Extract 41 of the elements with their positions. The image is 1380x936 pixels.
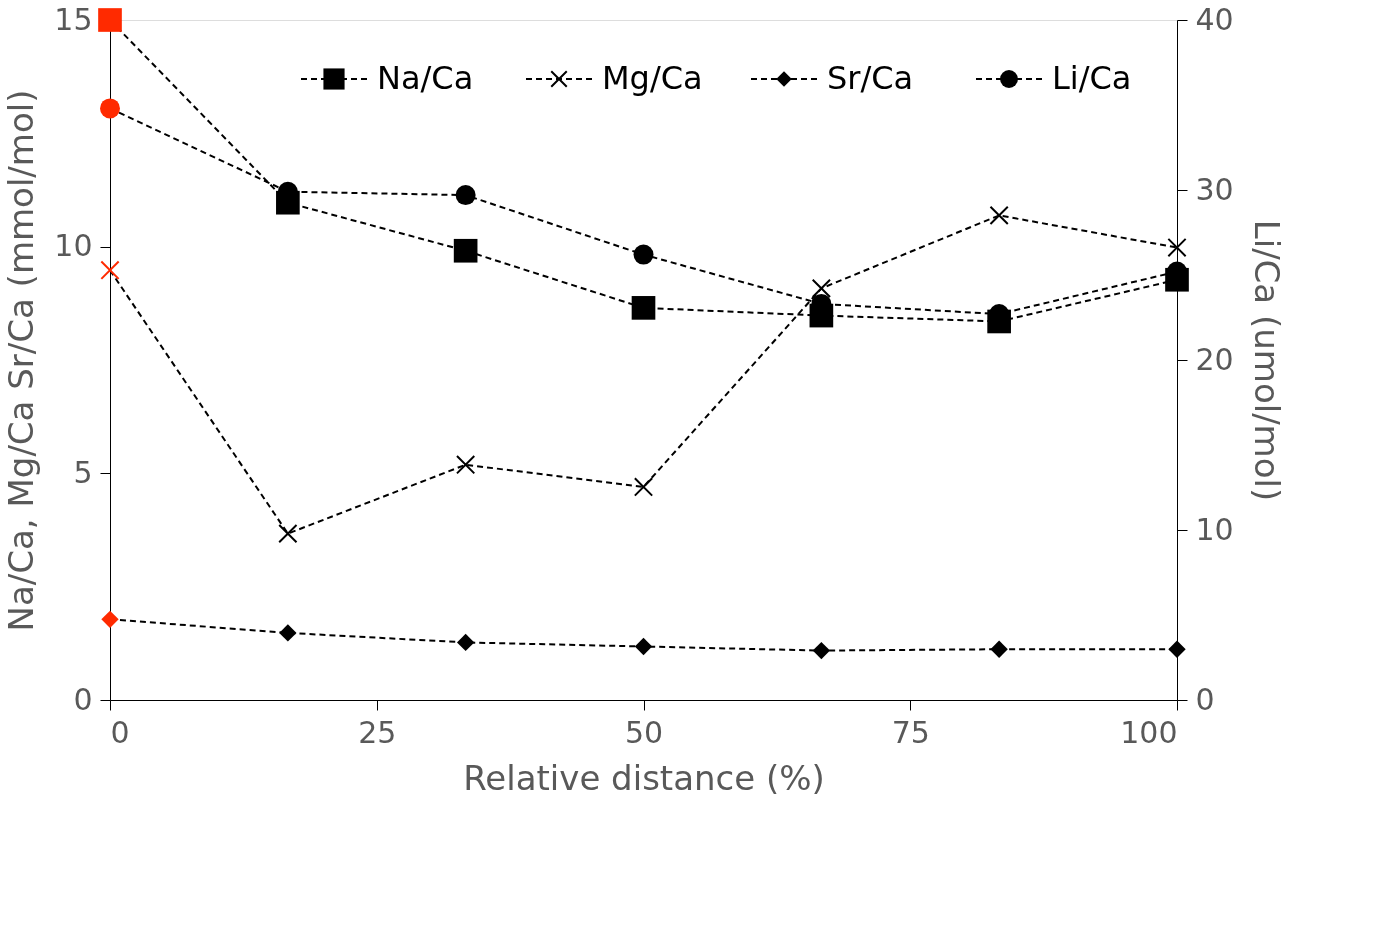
legend-label: Li/Ca: [1052, 59, 1132, 97]
y2-axis-title: Li/Ca (umol/mol): [1246, 219, 1287, 502]
point: [811, 278, 832, 299]
point: [633, 244, 654, 265]
point: [1168, 640, 1186, 658]
point: [455, 185, 476, 206]
x-tick-label: 100: [1120, 714, 1178, 750]
point: [634, 637, 653, 656]
point: [989, 205, 1009, 226]
legend-label: Mg/Ca: [602, 59, 703, 97]
y2-tick-label: 30: [1195, 171, 1234, 207]
point: [456, 633, 475, 652]
point: [98, 8, 122, 32]
x-tick-label: 50: [624, 714, 664, 750]
y-tick-label: 0: [73, 681, 93, 717]
y-tick-label: 5: [73, 454, 93, 490]
y2-tick-label: 20: [1195, 341, 1234, 377]
legend-label: Na/Ca: [377, 59, 474, 97]
y-tick-label: 15: [54, 1, 93, 37]
point: [101, 610, 119, 628]
point: [812, 641, 831, 660]
y2-tick-label: 10: [1195, 511, 1234, 547]
y-tick-label: 10: [54, 228, 93, 264]
point: [633, 477, 654, 497]
x-tick-label: 25: [358, 714, 397, 750]
point: [278, 523, 298, 544]
point: [100, 98, 120, 119]
y2-tick-label: 0: [1195, 681, 1215, 717]
point: [990, 640, 1008, 658]
x-tick-label: 75: [891, 714, 930, 750]
x-tick-label: 0: [110, 714, 130, 750]
y2-tick-label: 40: [1195, 1, 1234, 37]
point: [1167, 237, 1187, 258]
point: [100, 260, 120, 280]
x-axis-title: Relative distance (%): [463, 757, 825, 798]
point: [631, 296, 656, 320]
y-axis-title: Na/Ca, Mg/Ca Sr/Ca (mmol/mol): [1, 89, 42, 632]
point: [279, 624, 297, 642]
point: [455, 455, 476, 475]
point: [453, 238, 478, 263]
legend-label: Sr/Ca: [827, 59, 914, 97]
